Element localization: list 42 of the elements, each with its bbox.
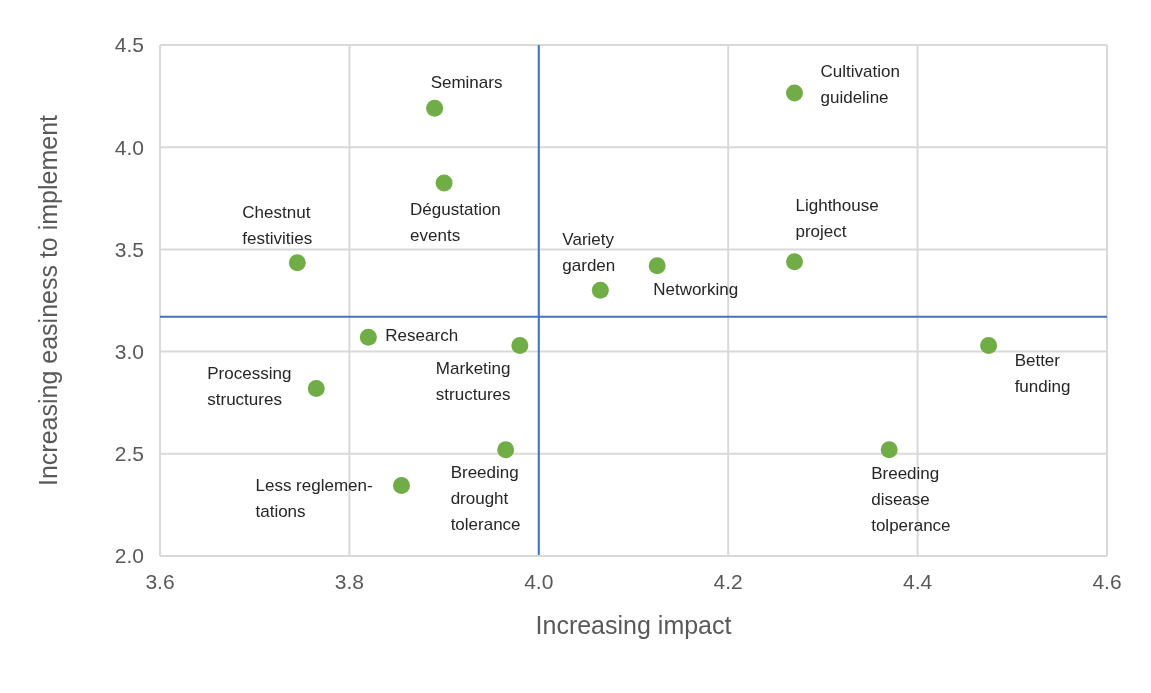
point bbox=[426, 99, 444, 117]
y-tick-label: 4.5 bbox=[114, 33, 144, 57]
annotation: Networking bbox=[653, 279, 739, 299]
y-tick-label: 2.5 bbox=[114, 442, 144, 466]
annotation: Breeding disease tolperance bbox=[871, 463, 951, 535]
annotation: Processing structures bbox=[207, 364, 292, 410]
annotation: Research bbox=[385, 326, 459, 346]
point bbox=[435, 174, 453, 192]
point bbox=[980, 336, 998, 354]
x-tick-label: 3.8 bbox=[334, 569, 364, 593]
point bbox=[880, 441, 898, 459]
y-tick-label: 3.5 bbox=[114, 237, 144, 261]
x-axis-title: Increasing impact bbox=[535, 610, 732, 639]
annotation: Dégustation events bbox=[410, 199, 501, 245]
annotation: Less reglemen- tations bbox=[255, 476, 373, 522]
y-tick-label: 2.0 bbox=[114, 544, 144, 568]
y-axis-title: Increasing easiness to implement bbox=[33, 114, 62, 487]
annotation: Breeding drought tolerance bbox=[450, 462, 521, 534]
x-tick-label: 4.6 bbox=[1092, 569, 1122, 593]
x-tick-label: 4.0 bbox=[524, 569, 554, 593]
y-tick-label: 3.0 bbox=[114, 340, 144, 364]
annotation: Chestnut festivities bbox=[242, 202, 313, 248]
point bbox=[785, 84, 803, 102]
point bbox=[359, 328, 377, 346]
point bbox=[648, 257, 666, 275]
point bbox=[307, 379, 325, 397]
point bbox=[497, 441, 515, 459]
annotation: Cultivation guideline bbox=[820, 62, 900, 108]
point bbox=[288, 254, 306, 272]
annotation: Seminars bbox=[430, 73, 503, 93]
annotation: Marketing structures bbox=[435, 359, 511, 405]
y-tick-label: 4.0 bbox=[114, 135, 144, 159]
x-tick-label: 4.4 bbox=[903, 569, 933, 593]
point bbox=[392, 476, 410, 494]
x-tick-label: 4.2 bbox=[713, 569, 743, 593]
point bbox=[785, 253, 803, 271]
annotation: Variety garden bbox=[562, 230, 616, 276]
annotation: Better funding bbox=[1014, 351, 1071, 397]
point bbox=[591, 281, 609, 299]
annotation: Lighthouse project bbox=[795, 195, 879, 241]
x-tick-label: 3.6 bbox=[145, 569, 175, 593]
point bbox=[511, 336, 529, 354]
